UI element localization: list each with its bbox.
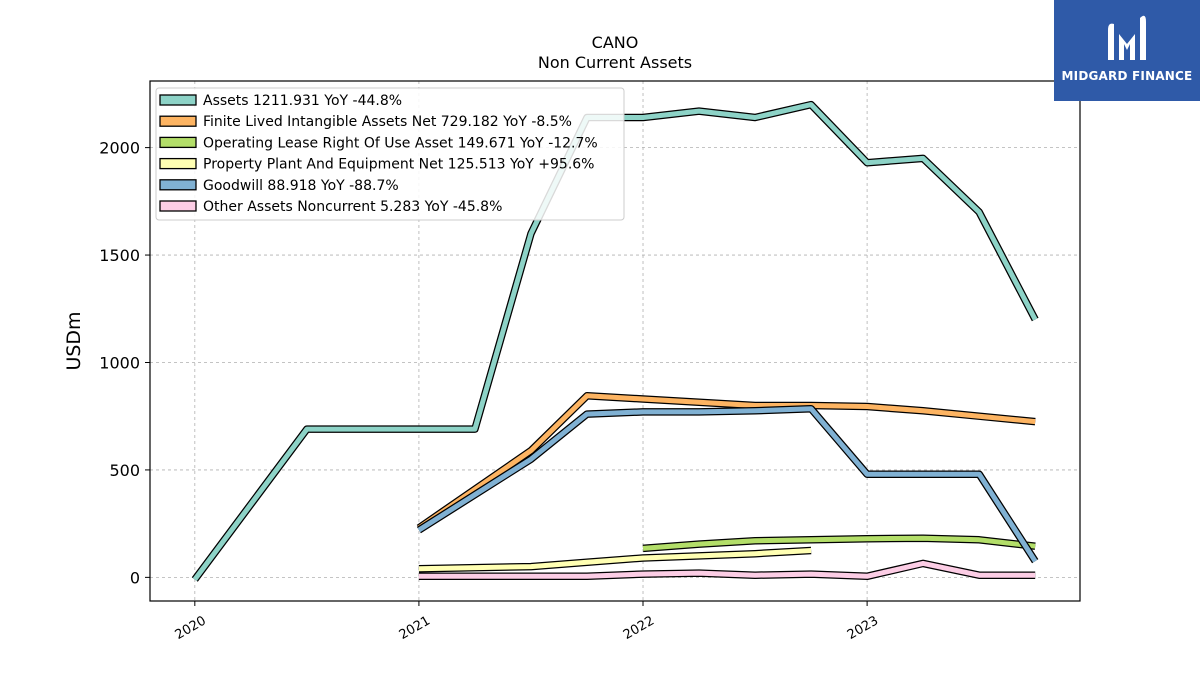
series-stroke: [418, 560, 1036, 579]
logo-mark-icon: [1108, 15, 1146, 61]
series-stroke: [417, 393, 1036, 530]
x-tick-label: 2023: [845, 613, 881, 643]
legend-item: Operating Lease Right Of Use Asset 149.6…: [159, 135, 598, 151]
y-tick-label: 1500: [99, 246, 140, 265]
series-stroke: [417, 406, 1038, 563]
series-line-2: [642, 534, 1036, 553]
series-layer: [191, 100, 1039, 582]
logo-text: MIDGARD FINANCE: [1061, 69, 1193, 83]
legend-label: Operating Lease Right Of Use Asset 149.6…: [203, 135, 598, 151]
y-tick-label: 1000: [99, 353, 140, 372]
chart-subtitle: Non Current Assets: [538, 53, 692, 72]
series-line-1: [416, 392, 1036, 531]
legend-label: Finite Lived Intangible Assets Net 729.1…: [203, 114, 572, 130]
series-stroke: [192, 102, 1038, 581]
legend-label: Other Assets Noncurrent 5.283 YoY -45.8%: [203, 199, 502, 215]
y-axis-label: USDm: [63, 311, 85, 370]
legend-swatch: [159, 157, 197, 170]
plot-frame: [149, 80, 1081, 602]
legend-box: [155, 87, 625, 221]
y-tick-label: 500: [109, 461, 140, 480]
x-tick-label: 2021: [397, 613, 433, 643]
brand-logo: MIDGARD FINANCE: [1054, 0, 1200, 101]
legend-item: Other Assets Noncurrent 5.283 YoY -45.8%: [159, 199, 502, 215]
legend: Assets 1211.931 YoY -44.8% Finite Lived I…: [155, 87, 625, 221]
x-tick-label: 2020: [173, 613, 209, 643]
series-stroke: [642, 535, 1036, 551]
y-tick-label: 2000: [99, 139, 140, 158]
series-line-0: [191, 100, 1039, 582]
series-line-5: [418, 559, 1036, 581]
chart-title: CANO: [592, 33, 639, 52]
legend-swatch: [159, 179, 197, 191]
x-tick-label: 2022: [621, 613, 657, 643]
series-stroke: [418, 548, 812, 572]
legend-item: Goodwill 88.918 YoY -88.7%: [159, 178, 399, 194]
y-tick-label: 0: [130, 568, 140, 587]
legend-label: Property Plant And Equipment Net 125.513…: [203, 157, 594, 173]
legend-swatch: [159, 200, 197, 212]
legend-swatch: [159, 115, 197, 127]
legend-item: Assets 1211.931 YoY -44.8%: [159, 93, 402, 109]
legend-label: Assets 1211.931 YoY -44.8%: [203, 93, 402, 109]
series-line-4: [416, 404, 1039, 564]
legend-swatch: [159, 94, 197, 106]
legend-item: Property Plant And Equipment Net 125.513…: [159, 157, 594, 173]
legend-swatch: [159, 136, 197, 149]
series-line-3: [418, 546, 812, 573]
legend-item: Finite Lived Intangible Assets Net 729.1…: [159, 114, 572, 130]
legend-label: Goodwill 88.918 YoY -88.7%: [203, 178, 399, 194]
